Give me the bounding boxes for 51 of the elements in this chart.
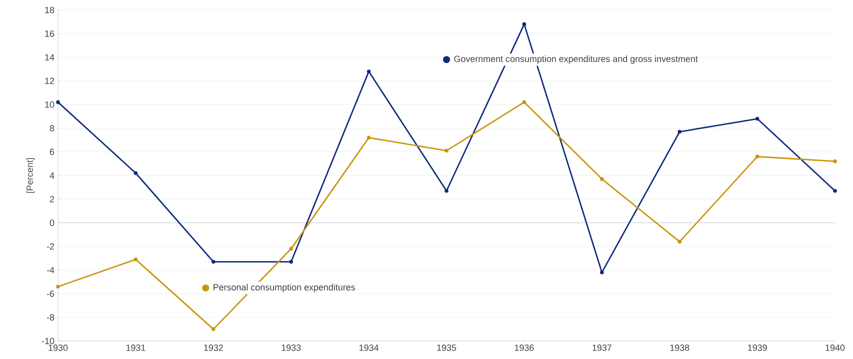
point bbox=[289, 246, 294, 251]
y-tick-label: 6 bbox=[50, 148, 54, 156]
y-tick-label: 10 bbox=[45, 101, 54, 108]
x-tick-label: 1931 bbox=[126, 344, 146, 351]
point bbox=[212, 260, 216, 264]
point bbox=[444, 188, 448, 193]
y-tick-label: 4 bbox=[50, 172, 54, 179]
point bbox=[56, 284, 60, 289]
x-tick-label: 1932 bbox=[204, 344, 223, 351]
y-tick-label: -2 bbox=[46, 243, 54, 250]
y-tick-label: -10 bbox=[42, 338, 54, 344]
y-tick-label: -6 bbox=[46, 290, 54, 297]
y-tick-label: 8 bbox=[50, 125, 54, 132]
point bbox=[600, 270, 604, 274]
y-tick-label: 16 bbox=[45, 30, 54, 37]
x-tick-label: 1930 bbox=[48, 344, 68, 351]
y-tick-label: 2 bbox=[50, 196, 54, 202]
x-tick-label: 1935 bbox=[437, 344, 456, 351]
point bbox=[56, 100, 60, 104]
point bbox=[755, 154, 760, 158]
point bbox=[600, 177, 604, 181]
point bbox=[212, 327, 216, 332]
y-tick-label: 14 bbox=[45, 54, 54, 60]
point bbox=[366, 136, 371, 140]
point bbox=[833, 188, 837, 193]
point bbox=[134, 171, 138, 176]
legend-label: Government consumption expenditures and gross investment bbox=[454, 55, 698, 64]
point bbox=[522, 22, 526, 26]
point bbox=[755, 116, 760, 121]
point bbox=[833, 159, 837, 164]
x-tick-label: 1940 bbox=[826, 344, 845, 351]
point bbox=[522, 100, 526, 104]
y-tick-label: 0 bbox=[50, 220, 54, 226]
point bbox=[289, 260, 294, 264]
point bbox=[366, 70, 371, 74]
point bbox=[444, 148, 448, 153]
legend-label: Personal consumption expenditures bbox=[214, 284, 356, 292]
y-tick-label: -8 bbox=[46, 314, 54, 321]
point bbox=[678, 130, 682, 134]
y-tick-label: 18 bbox=[45, 6, 54, 14]
x-tick-label: 1936 bbox=[514, 344, 534, 351]
x-tick-label: 1938 bbox=[670, 344, 690, 351]
x-tick-label: 1933 bbox=[282, 344, 301, 351]
y-tick-label: 12 bbox=[45, 78, 54, 84]
y-tick-label: -4 bbox=[46, 266, 54, 274]
point bbox=[678, 240, 682, 244]
y-axis-title: [Percent] bbox=[26, 158, 35, 193]
x-tick-label: 1934 bbox=[360, 344, 379, 351]
point bbox=[134, 258, 138, 262]
x-tick-label: 1937 bbox=[592, 344, 612, 351]
x-tick-label: 1939 bbox=[748, 344, 767, 351]
